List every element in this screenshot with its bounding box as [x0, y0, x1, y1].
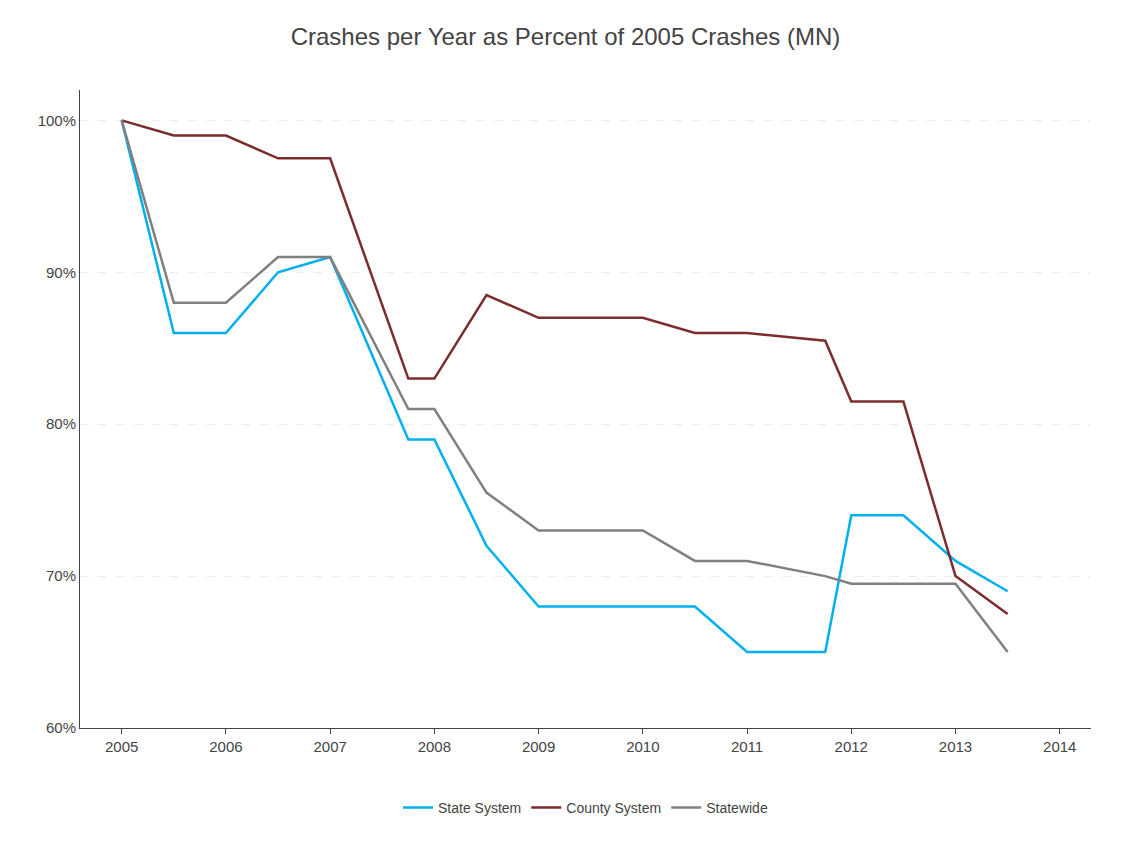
- svg-text:2013: 2013: [939, 738, 972, 755]
- svg-text:60%: 60%: [46, 719, 76, 736]
- svg-text:2011: 2011: [731, 738, 763, 755]
- svg-text:Statewide: Statewide: [706, 800, 768, 816]
- svg-text:2007: 2007: [313, 738, 346, 755]
- svg-text:State System: State System: [438, 800, 521, 816]
- svg-text:2010: 2010: [626, 738, 659, 755]
- svg-text:2005: 2005: [105, 738, 138, 755]
- svg-text:2006: 2006: [209, 738, 242, 755]
- svg-text:2014: 2014: [1043, 738, 1076, 755]
- svg-text:100%: 100%: [38, 112, 76, 129]
- svg-text:County System: County System: [566, 800, 661, 816]
- svg-text:2012: 2012: [835, 738, 868, 755]
- svg-text:2008: 2008: [418, 738, 451, 755]
- svg-text:80%: 80%: [46, 415, 76, 432]
- svg-text:70%: 70%: [46, 567, 76, 584]
- svg-text:2009: 2009: [522, 738, 555, 755]
- svg-text:Crashes per Year as Percent of: Crashes per Year as Percent of 2005 Cras…: [291, 23, 841, 50]
- svg-text:90%: 90%: [46, 264, 76, 281]
